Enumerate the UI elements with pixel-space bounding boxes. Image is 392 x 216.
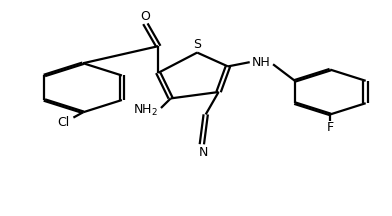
- Text: NH$_2$: NH$_2$: [133, 103, 158, 118]
- Text: Cl: Cl: [58, 116, 70, 129]
- Text: S: S: [193, 38, 201, 51]
- Text: O: O: [140, 10, 151, 24]
- Text: NH: NH: [252, 56, 271, 69]
- Text: N: N: [199, 146, 209, 159]
- Text: F: F: [327, 121, 334, 134]
